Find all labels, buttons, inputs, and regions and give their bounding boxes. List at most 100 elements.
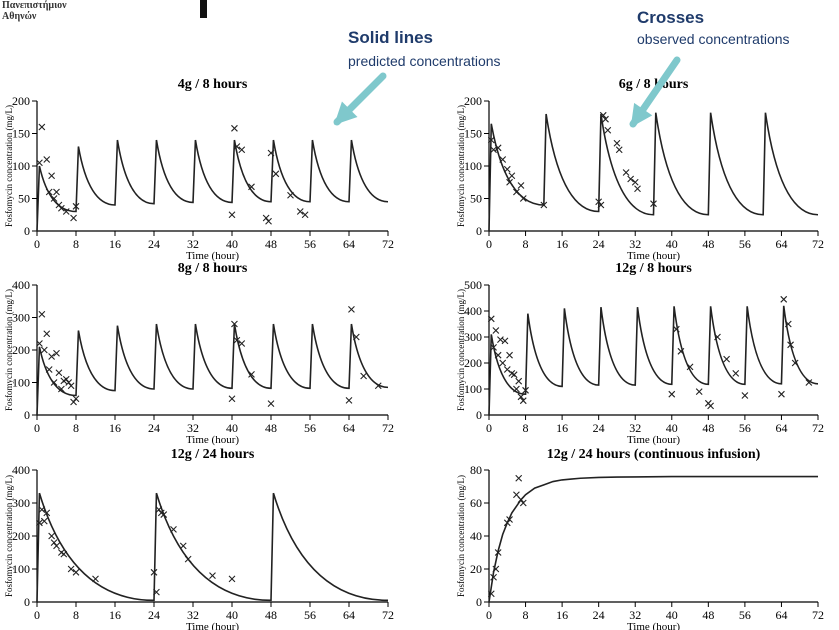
cross-stroke: [262, 214, 270, 222]
cross-stroke: [40, 517, 48, 525]
cross-stroke: [57, 385, 65, 393]
observed-point: [40, 517, 48, 525]
y-tick-label: 200: [12, 343, 30, 357]
cross-stroke: [805, 379, 813, 386]
y-axis-label: Fosfomycin concentration (mg/L): [4, 289, 14, 411]
x-axis-label: Time (hour): [627, 434, 680, 446]
crosses-subtitle: observed concentrations: [637, 31, 790, 47]
university-line-2: Αθηνών: [2, 11, 37, 22]
observed-point: [48, 532, 56, 540]
observed-point: [490, 573, 497, 581]
x-tick-label: 0: [34, 421, 40, 435]
y-tick-label: 100: [12, 376, 30, 390]
observed-point: [153, 588, 160, 596]
solid-lines-subtitle: predicted concentrations: [348, 53, 501, 69]
observed-point: [262, 214, 270, 222]
x-tick-label: 64: [775, 237, 787, 251]
x-tick-label: 16: [109, 421, 121, 435]
cross-stroke: [519, 195, 527, 202]
cross-stroke: [506, 516, 513, 523]
observed-point: [45, 366, 53, 373]
observed-point: [45, 188, 53, 196]
observed-point: [487, 136, 495, 144]
y-tick-label: 300: [12, 496, 30, 510]
observed-point: [622, 169, 630, 176]
observed-point: [72, 395, 80, 403]
cross-stroke: [248, 370, 255, 378]
cross-stroke: [50, 195, 58, 202]
cross-stroke: [487, 590, 495, 598]
cross-stroke: [150, 568, 158, 576]
cross-stroke: [36, 159, 43, 167]
cross-stroke: [153, 588, 160, 596]
y-axis-label: Fosfomycin concentration (mg/L): [456, 475, 466, 597]
chart-panel-2: 6g / 8 hours 0 50 100 150 200 0 8 16 24 32 40 48 56 64…: [456, 77, 824, 262]
x-tick-label: 24: [593, 608, 605, 622]
x-tick-label: 0: [34, 608, 40, 622]
observed-point: [72, 568, 80, 576]
observed-point: [668, 390, 676, 398]
observed-point: [50, 195, 58, 202]
observed-point: [72, 202, 80, 210]
cross-stroke: [513, 385, 520, 393]
arrow-head: [334, 101, 358, 125]
x-axis-label: Time (hour): [186, 250, 239, 262]
cross-stroke: [501, 337, 509, 345]
observed-point: [62, 208, 70, 215]
y-tick-label: 150: [12, 127, 30, 141]
y-axis-label: Fosfomycin concentration (mg/L): [456, 105, 466, 227]
observed-point: [272, 170, 280, 178]
x-tick-label: 16: [109, 608, 121, 622]
cross-stroke: [348, 305, 355, 313]
x-tick-label: 8: [523, 421, 529, 435]
observed-point: [513, 188, 520, 196]
observed-point: [503, 519, 511, 527]
observed-point: [506, 516, 513, 523]
observed-point: [490, 344, 497, 351]
x-tick-label: 32: [629, 237, 641, 251]
observed-point: [40, 346, 48, 354]
observed-point: [248, 183, 255, 191]
cross-stroke: [506, 178, 513, 186]
y-tick-label: 60: [470, 496, 482, 510]
cross-stroke: [265, 217, 272, 225]
observed-point: [65, 379, 73, 386]
x-tick-label: 72: [382, 421, 394, 435]
cross-stroke: [48, 532, 56, 540]
x-tick-label: 0: [486, 608, 492, 622]
observed-point: [43, 509, 51, 517]
x-tick-label: 24: [148, 608, 160, 622]
y-tick-label: 0: [24, 595, 30, 609]
observed-point: [248, 370, 255, 378]
observed-point: [238, 146, 246, 154]
cross-stroke: [53, 349, 60, 357]
x-tick-label: 0: [486, 237, 492, 251]
cross-stroke: [50, 539, 58, 546]
solid-lines-arrow: [333, 72, 387, 126]
cross-stroke: [492, 565, 500, 573]
x-tick-label: 64: [775, 608, 787, 622]
observed-point: [723, 355, 730, 363]
cross-stroke: [352, 333, 360, 341]
observed-point: [506, 178, 513, 186]
observed-point: [517, 496, 525, 504]
chart-panel-5: 12g / 24 hours 0 100 200 300 400 0 8 16 24 32 40 48 5…: [4, 447, 394, 630]
cross-stroke: [45, 188, 53, 196]
cross-stroke: [238, 146, 246, 154]
x-tick-label: 8: [73, 237, 79, 251]
x-tick-label: 64: [343, 608, 355, 622]
x-tick-label: 56: [739, 237, 751, 251]
observed-point: [48, 172, 56, 180]
cross-stroke: [170, 526, 177, 533]
observed-point: [62, 375, 70, 383]
cross-stroke: [48, 172, 56, 180]
x-tick-label: 8: [523, 608, 529, 622]
observed-point: [604, 126, 612, 134]
x-tick-label: 48: [265, 421, 277, 435]
cross-stroke: [622, 169, 630, 176]
y-axis-label: Fosfomycin concentration (mg/L): [4, 475, 14, 597]
university-line-1: Πανεπιστήμιον: [2, 0, 67, 11]
x-tick-label: 72: [382, 608, 394, 622]
x-tick-label: 48: [702, 237, 714, 251]
